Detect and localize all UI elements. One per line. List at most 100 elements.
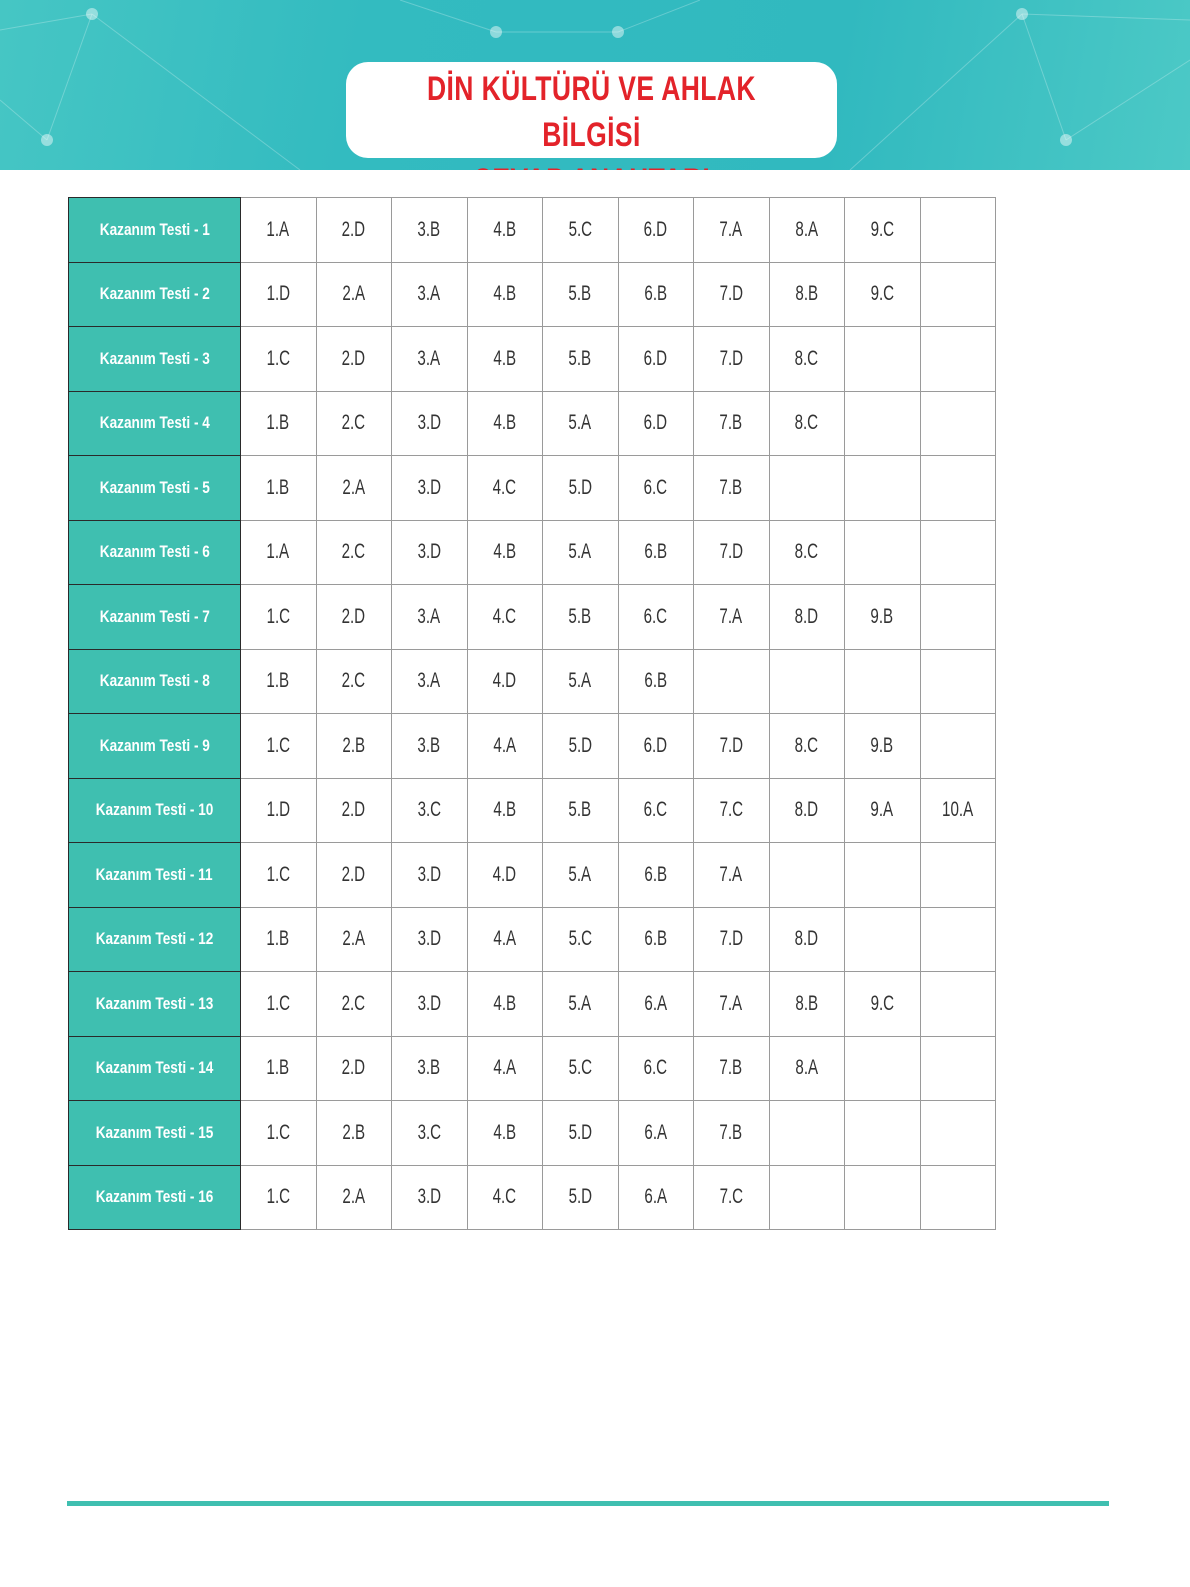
answer-cell: 2.D [315, 1035, 392, 1101]
answer-cell: 7.A [693, 584, 770, 650]
answer-cell: 8.C [768, 326, 845, 392]
test-label-cell: Kazanım Testi - 1 [68, 197, 241, 263]
answer-cell: 6.C [617, 1035, 694, 1101]
answer-cell [693, 648, 770, 714]
answer-cell: 7.B [693, 390, 770, 456]
answer-text: 7.D [719, 927, 744, 951]
answer-cell: 7.D [693, 713, 770, 779]
answer-text: 6.D [643, 217, 668, 241]
answer-text: 6.C [643, 1056, 668, 1080]
test-label-cell: Kazanım Testi - 8 [68, 648, 241, 714]
answer-text: 6.C [643, 475, 668, 499]
answer-cell [919, 1100, 996, 1166]
answer-cell: 6.D [617, 390, 694, 456]
title-box: DİN KÜLTÜRÜ VE AHLAK BİLGİSİ CEVAP ANAHT… [346, 62, 837, 170]
answer-cell [919, 455, 996, 521]
answer-text: 5.D [568, 1185, 593, 1209]
table-row: Kazanım Testi - 14 1.B 2.D 3.B 4.A 5.C 6.C 7.B 8… [68, 1035, 996, 1101]
answer-cell: 5.A [542, 519, 619, 585]
answer-text: 7.B [719, 1120, 743, 1144]
answer-text: 3.C [417, 798, 442, 822]
answer-cell: 5.A [542, 842, 619, 908]
answer-text: 3.D [417, 411, 442, 435]
answer-text: 7.C [719, 798, 744, 822]
answer-text: 5.D [568, 475, 593, 499]
answer-text: 1.C [266, 991, 291, 1015]
answer-cell: 7.C [693, 777, 770, 843]
answer-cell [844, 648, 921, 714]
answer-cell: 9.C [844, 197, 921, 263]
answer-cell: 9.A [844, 777, 921, 843]
test-label-cell: Kazanım Testi - 13 [68, 971, 241, 1037]
answer-cell: 4.C [466, 584, 543, 650]
answer-text: 5.A [568, 862, 592, 886]
answer-text: 8.C [794, 733, 819, 757]
footer-divider [67, 1501, 1109, 1506]
answer-cell: 8.A [768, 197, 845, 263]
answer-text: 6.D [643, 346, 668, 370]
answer-cell: 1.C [240, 713, 317, 779]
answer-cell: 7.B [693, 1100, 770, 1166]
answer-key-table: Kazanım Testi - 1 1.A 2.D 3.B 4.B 5.C 6.D 7.A 8.… [68, 197, 996, 1230]
answer-cell: 8.D [768, 584, 845, 650]
answer-text: 3.D [417, 991, 442, 1015]
answer-text: 1.B [266, 669, 290, 693]
answer-text: 8.D [794, 798, 819, 822]
answer-cell: 8.A [768, 1035, 845, 1101]
answer-cell: 8.B [768, 971, 845, 1037]
answer-cell [768, 455, 845, 521]
answer-cell [919, 261, 996, 327]
answer-text: 5.D [568, 733, 593, 757]
answer-cell: 8.D [768, 777, 845, 843]
answer-text: 7.A [719, 862, 743, 886]
answer-text: 6.D [643, 411, 668, 435]
answer-cell: 2.D [315, 842, 392, 908]
answer-text: 1.B [266, 475, 290, 499]
answer-cell: 6.D [617, 326, 694, 392]
test-label: Kazanım Testi - 1 [99, 219, 210, 239]
answer-cell: 6.C [617, 777, 694, 843]
answer-cell: 6.D [617, 713, 694, 779]
test-label: Kazanım Testi - 16 [95, 1187, 214, 1207]
answer-cell: 1.D [240, 777, 317, 843]
answer-cell: 4.B [466, 777, 543, 843]
answer-text: 2.D [341, 346, 366, 370]
answer-text: 3.A [417, 282, 441, 306]
test-label: Kazanım Testi - 2 [99, 284, 210, 304]
answer-text: 9.C [870, 991, 895, 1015]
answer-text: 2.B [342, 733, 366, 757]
test-label-cell: Kazanım Testi - 11 [68, 842, 241, 908]
answer-cell: 3.D [391, 842, 468, 908]
answer-cell: 7.B [693, 1035, 770, 1101]
table-row: Kazanım Testi - 11 1.C 2.D 3.D 4.D 5.A 6.B 7.A [68, 842, 996, 908]
answer-cell: 4.B [466, 197, 543, 263]
answer-cell: 2.D [315, 197, 392, 263]
test-label: Kazanım Testi - 13 [95, 993, 214, 1013]
test-label-cell: Kazanım Testi - 6 [68, 519, 241, 585]
answer-text: 1.A [266, 217, 290, 241]
table-row: Kazanım Testi - 12 1.B 2.A 3.D 4.A 5.C 6.B 7.D 8… [68, 906, 996, 972]
test-label-cell: Kazanım Testi - 16 [68, 1164, 241, 1230]
answer-text: 4.B [493, 282, 517, 306]
answer-cell [844, 1164, 921, 1230]
answer-cell: 6.B [617, 261, 694, 327]
answer-text: 2.A [342, 1185, 366, 1209]
answer-cell: 1.A [240, 519, 317, 585]
answer-cell: 5.A [542, 390, 619, 456]
answer-cell [768, 648, 845, 714]
answer-text: 8.B [795, 282, 819, 306]
answer-cell: 2.C [315, 971, 392, 1037]
answer-cell: 5.B [542, 584, 619, 650]
answer-text: 7.D [719, 733, 744, 757]
answer-cell: 4.D [466, 648, 543, 714]
answer-text: 6.A [644, 1185, 668, 1209]
answer-cell: 6.B [617, 648, 694, 714]
answer-cell: 4.D [466, 842, 543, 908]
answer-cell: 4.B [466, 326, 543, 392]
answer-text: 10.A [942, 798, 974, 822]
page-subtitle: CEVAP ANAHTARI [400, 158, 783, 170]
answer-text: 9.B [870, 604, 894, 628]
answer-cell: 2.D [315, 777, 392, 843]
answer-cell: 2.C [315, 390, 392, 456]
answer-text: 5.D [568, 1120, 593, 1144]
